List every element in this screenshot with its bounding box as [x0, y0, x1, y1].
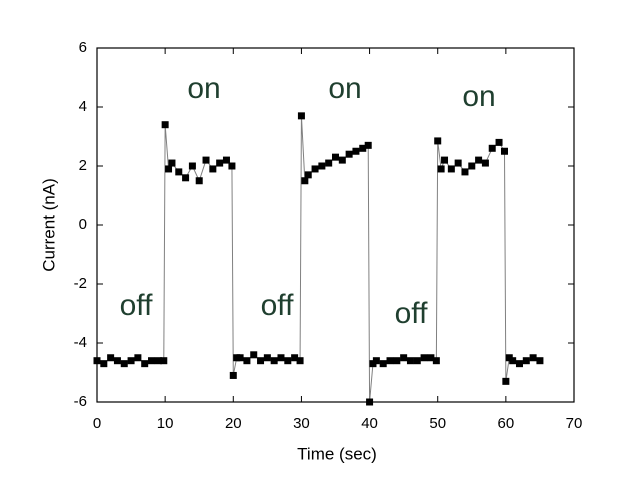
data-point — [168, 159, 176, 167]
data-point — [229, 371, 237, 379]
data-point — [461, 168, 469, 176]
data-point — [488, 144, 496, 152]
x-tick-label: 0 — [93, 415, 101, 432]
data-point — [304, 171, 312, 179]
data-point — [93, 357, 101, 365]
data-point — [148, 357, 156, 365]
data-point — [364, 141, 372, 149]
data-point — [420, 354, 428, 362]
data-point — [502, 377, 510, 385]
data-point — [301, 177, 309, 185]
data-point — [372, 357, 380, 365]
data-point — [113, 357, 121, 365]
data-point — [243, 357, 251, 365]
data-point — [332, 153, 339, 161]
y-tick-label: -6 — [74, 393, 87, 410]
data-point — [509, 357, 517, 365]
x-axis-label: Time (sec) — [297, 444, 377, 463]
x-tick-label: 20 — [225, 415, 242, 432]
data-point — [107, 354, 115, 362]
data-point — [154, 357, 162, 365]
data-point — [216, 159, 224, 167]
data-point — [406, 357, 414, 365]
data-point — [270, 357, 278, 365]
data-point — [284, 357, 292, 365]
data-point — [188, 162, 196, 170]
y-tick-label: -2 — [74, 275, 87, 292]
data-point — [100, 360, 108, 368]
data-point — [454, 159, 462, 167]
data-point — [182, 174, 190, 182]
y-tick-label: 4 — [79, 98, 87, 115]
data-point — [141, 360, 149, 368]
data-point — [481, 159, 489, 167]
annotation: on — [462, 80, 495, 113]
data-point — [386, 357, 394, 365]
y-axis-label: Current (nA) — [39, 178, 58, 272]
data-point — [393, 357, 401, 365]
data-point — [120, 360, 128, 368]
x-tick-label: 70 — [566, 415, 583, 432]
x-tick-label: 40 — [361, 415, 378, 432]
data-point — [447, 165, 455, 173]
data-point — [228, 162, 236, 170]
x-tick-label: 10 — [157, 415, 174, 432]
data-point — [434, 137, 442, 145]
data-point — [165, 165, 173, 173]
data-point — [296, 357, 304, 365]
data-point — [257, 357, 265, 365]
data-point — [127, 357, 135, 365]
data-point — [522, 357, 530, 365]
data-point — [432, 357, 440, 365]
data-point — [161, 121, 169, 129]
data-point — [209, 165, 217, 173]
data-point — [134, 354, 142, 362]
data-point — [277, 354, 285, 362]
data-point — [500, 147, 508, 155]
data-point — [366, 398, 374, 406]
x-tick-label: 50 — [429, 415, 446, 432]
data-point — [468, 162, 476, 170]
annotation: on — [328, 72, 361, 105]
data-point — [475, 156, 483, 164]
data-point — [437, 165, 445, 173]
data-point — [441, 156, 449, 164]
x-tick-label: 60 — [498, 415, 515, 432]
data-point — [297, 112, 305, 120]
data-point — [236, 354, 244, 362]
data-point — [160, 357, 168, 365]
data-point — [536, 357, 544, 365]
data-point — [291, 354, 299, 362]
data-point — [318, 162, 326, 170]
data-point — [202, 156, 210, 164]
annotation: off — [120, 289, 153, 322]
data-point — [427, 354, 435, 362]
x-tick-label: 30 — [293, 415, 310, 432]
data-point — [345, 150, 353, 158]
data-point — [379, 360, 387, 368]
annotation: on — [187, 72, 220, 105]
data-point — [338, 156, 346, 164]
data-point — [515, 360, 523, 368]
y-tick-label: 0 — [79, 216, 87, 233]
data-point — [222, 156, 230, 164]
data-point — [250, 351, 258, 359]
y-tick-label: 6 — [79, 39, 87, 56]
data-point — [175, 168, 183, 176]
data-point — [195, 177, 203, 185]
y-tick-label: 2 — [79, 157, 87, 174]
data-point — [495, 138, 503, 146]
y-tick-label: -4 — [74, 334, 87, 351]
data-point — [529, 354, 537, 362]
data-point — [352, 147, 360, 155]
data-point — [359, 144, 367, 152]
data-point — [413, 357, 421, 365]
data-point — [400, 354, 408, 362]
annotation: off — [261, 289, 294, 322]
data-point — [311, 165, 319, 173]
annotation: off — [395, 297, 428, 330]
data-point — [325, 159, 333, 167]
data-point — [263, 354, 271, 362]
